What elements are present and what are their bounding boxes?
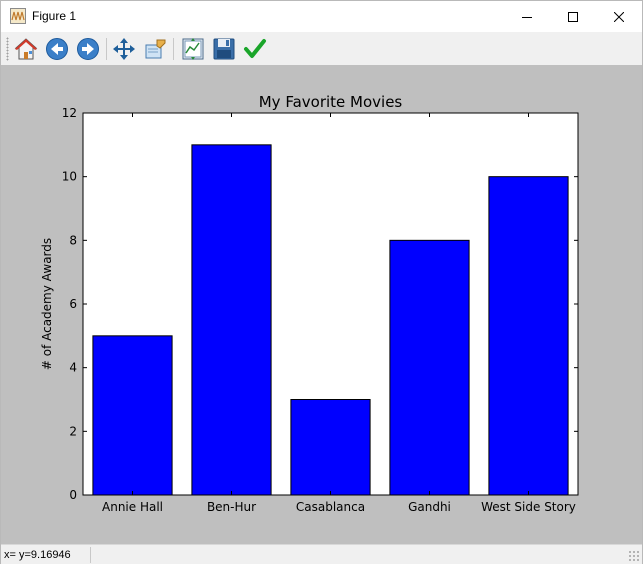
x-tick-label: Casablanca <box>296 500 365 514</box>
bar-annie-hall <box>92 335 173 496</box>
plot-frame <box>82 112 579 496</box>
matplotlib-app-icon <box>10 8 26 24</box>
bar-casablanca <box>290 399 371 496</box>
zoom-rect-icon <box>145 39 166 59</box>
title-bar[interactable]: Figure 1 <box>1 1 642 32</box>
back-arrow-icon <box>46 38 68 60</box>
y-tick-label: 12 <box>62 106 77 120</box>
close-button[interactable] <box>596 1 642 32</box>
back-button[interactable] <box>44 36 70 62</box>
bar-ben-hur <box>191 144 272 496</box>
cursor-coordinates: x= y=9.16946 <box>4 549 71 561</box>
maximize-button[interactable] <box>550 1 596 32</box>
y-tick-label: 6 <box>69 297 77 311</box>
maximize-icon <box>568 11 578 22</box>
bar-gandhi <box>389 239 470 496</box>
x-tick-label: Ben-Hur <box>207 500 256 514</box>
x-tick-label: Annie Hall <box>102 500 163 514</box>
minimize-button[interactable] <box>504 1 550 32</box>
toolbar-separator <box>173 38 174 60</box>
y-tick-label: 8 <box>69 233 77 247</box>
home-icon <box>14 38 38 60</box>
figure-canvas[interactable]: 0 2 4 6 8 10 12 Annie Hall Ben-Hur Casablanca Gan… <box>1 65 642 544</box>
subplots-config-icon <box>182 38 204 60</box>
x-tick-label: Gandhi <box>408 500 451 514</box>
pan-button[interactable] <box>111 36 137 62</box>
y-axis-label: # of Academy Awards <box>40 238 54 370</box>
pan-move-icon <box>113 38 135 60</box>
zoom-button[interactable] <box>142 36 168 62</box>
minimize-icon <box>522 16 532 18</box>
y-tick-label: 4 <box>69 361 77 375</box>
close-icon <box>614 11 624 22</box>
chart-title: My Favorite Movies <box>259 93 403 111</box>
home-button[interactable] <box>13 36 39 62</box>
subplots-button[interactable] <box>180 36 206 62</box>
bar-west-side-story <box>488 176 569 496</box>
status-divider <box>90 547 91 563</box>
toolbar-grip[interactable] <box>6 37 9 61</box>
edit-parameters-button[interactable] <box>242 36 268 62</box>
y-tick-label: 10 <box>62 170 77 184</box>
save-floppy-icon <box>213 38 235 60</box>
forward-arrow-icon <box>77 38 99 60</box>
checkmark-icon <box>244 39 266 58</box>
x-tick-label: West Side Story <box>481 500 576 514</box>
bar-chart: 0 2 4 6 8 10 12 Annie Hall Ben-Hur Casablanca Gan… <box>40 93 579 514</box>
forward-button[interactable] <box>75 36 101 62</box>
window-title: Figure 1 <box>32 9 77 23</box>
resize-grip[interactable] <box>628 550 640 562</box>
y-tick-label: 2 <box>69 424 77 438</box>
status-bar: x= y=9.16946 <box>1 544 642 564</box>
save-button[interactable] <box>211 36 237 62</box>
y-tick-label: 0 <box>69 488 77 502</box>
toolbar-separator <box>106 38 107 60</box>
navigation-toolbar <box>1 32 642 65</box>
